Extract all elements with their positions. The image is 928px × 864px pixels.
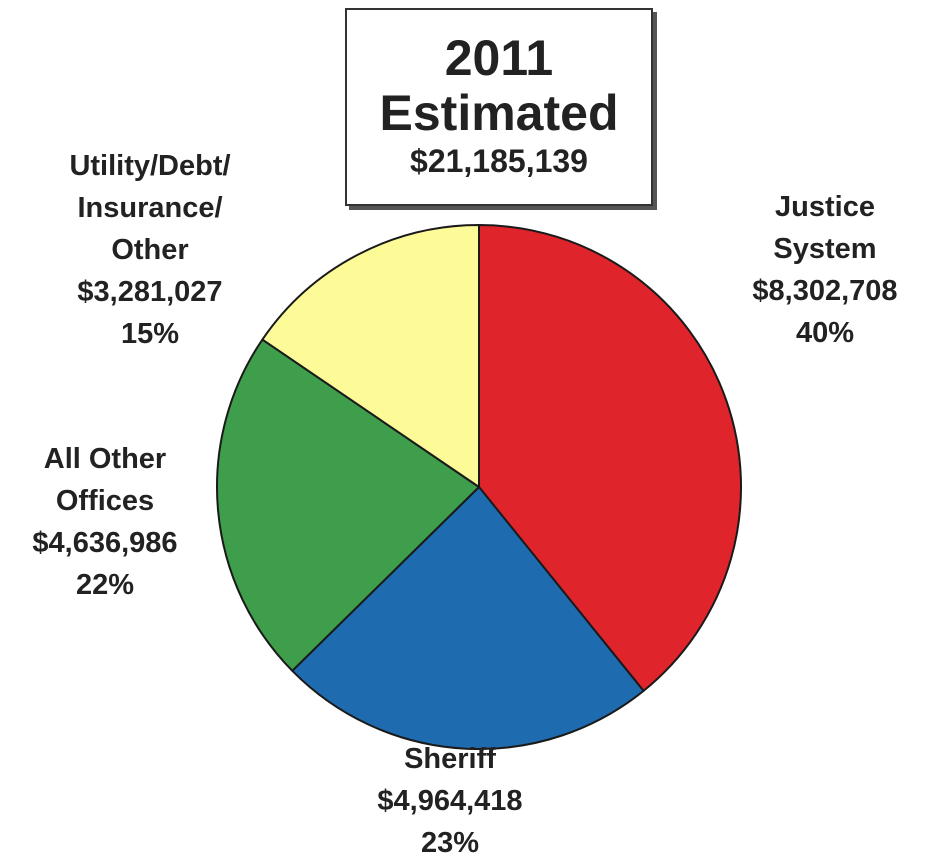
chart-total: $21,185,139 [410, 143, 588, 179]
slice-name: Utility/Debt/ [69, 150, 231, 182]
chart-subtitle: Estimated [379, 85, 619, 141]
label-all-other-offices: All Other Offices $4,636,986 22% [5, 438, 205, 606]
slice-name: Offices [55, 485, 155, 517]
slice-sheriff [291, 486, 645, 750]
slice-justice-system [478, 224, 742, 692]
slice-name: System [773, 233, 877, 265]
slice-percent: 23% [420, 827, 480, 859]
slice-name: Insurance/ [77, 192, 223, 224]
chart-title-box: 2011 Estimated $21,185,139 [345, 8, 653, 206]
label-sheriff: Sheriff $4,964,418 23% [350, 738, 550, 864]
slice-name: Justice [775, 191, 875, 223]
slice-value: $4,636,986 [32, 527, 178, 559]
slice-utility-debt-insurance-other [261, 224, 480, 488]
slice-name: Sheriff [404, 743, 496, 775]
slice-all-other-offices [216, 338, 480, 672]
slice-name: Other [111, 234, 189, 266]
label-justice-system: Justice System $8,302,708 40% [735, 186, 915, 354]
label-utility-debt-insurance-other: Utility/Debt/ Insurance/ Other $3,281,02… [45, 145, 255, 355]
slice-value: $4,964,418 [377, 785, 523, 817]
slice-percent: 40% [795, 317, 855, 349]
slice-percent: 15% [120, 318, 180, 350]
slice-value: $8,302,708 [752, 275, 898, 307]
chart-title: 2011 [444, 30, 554, 86]
slice-value: $3,281,027 [77, 276, 223, 308]
slice-percent: 22% [75, 569, 135, 601]
slice-name: All Other [43, 443, 167, 475]
